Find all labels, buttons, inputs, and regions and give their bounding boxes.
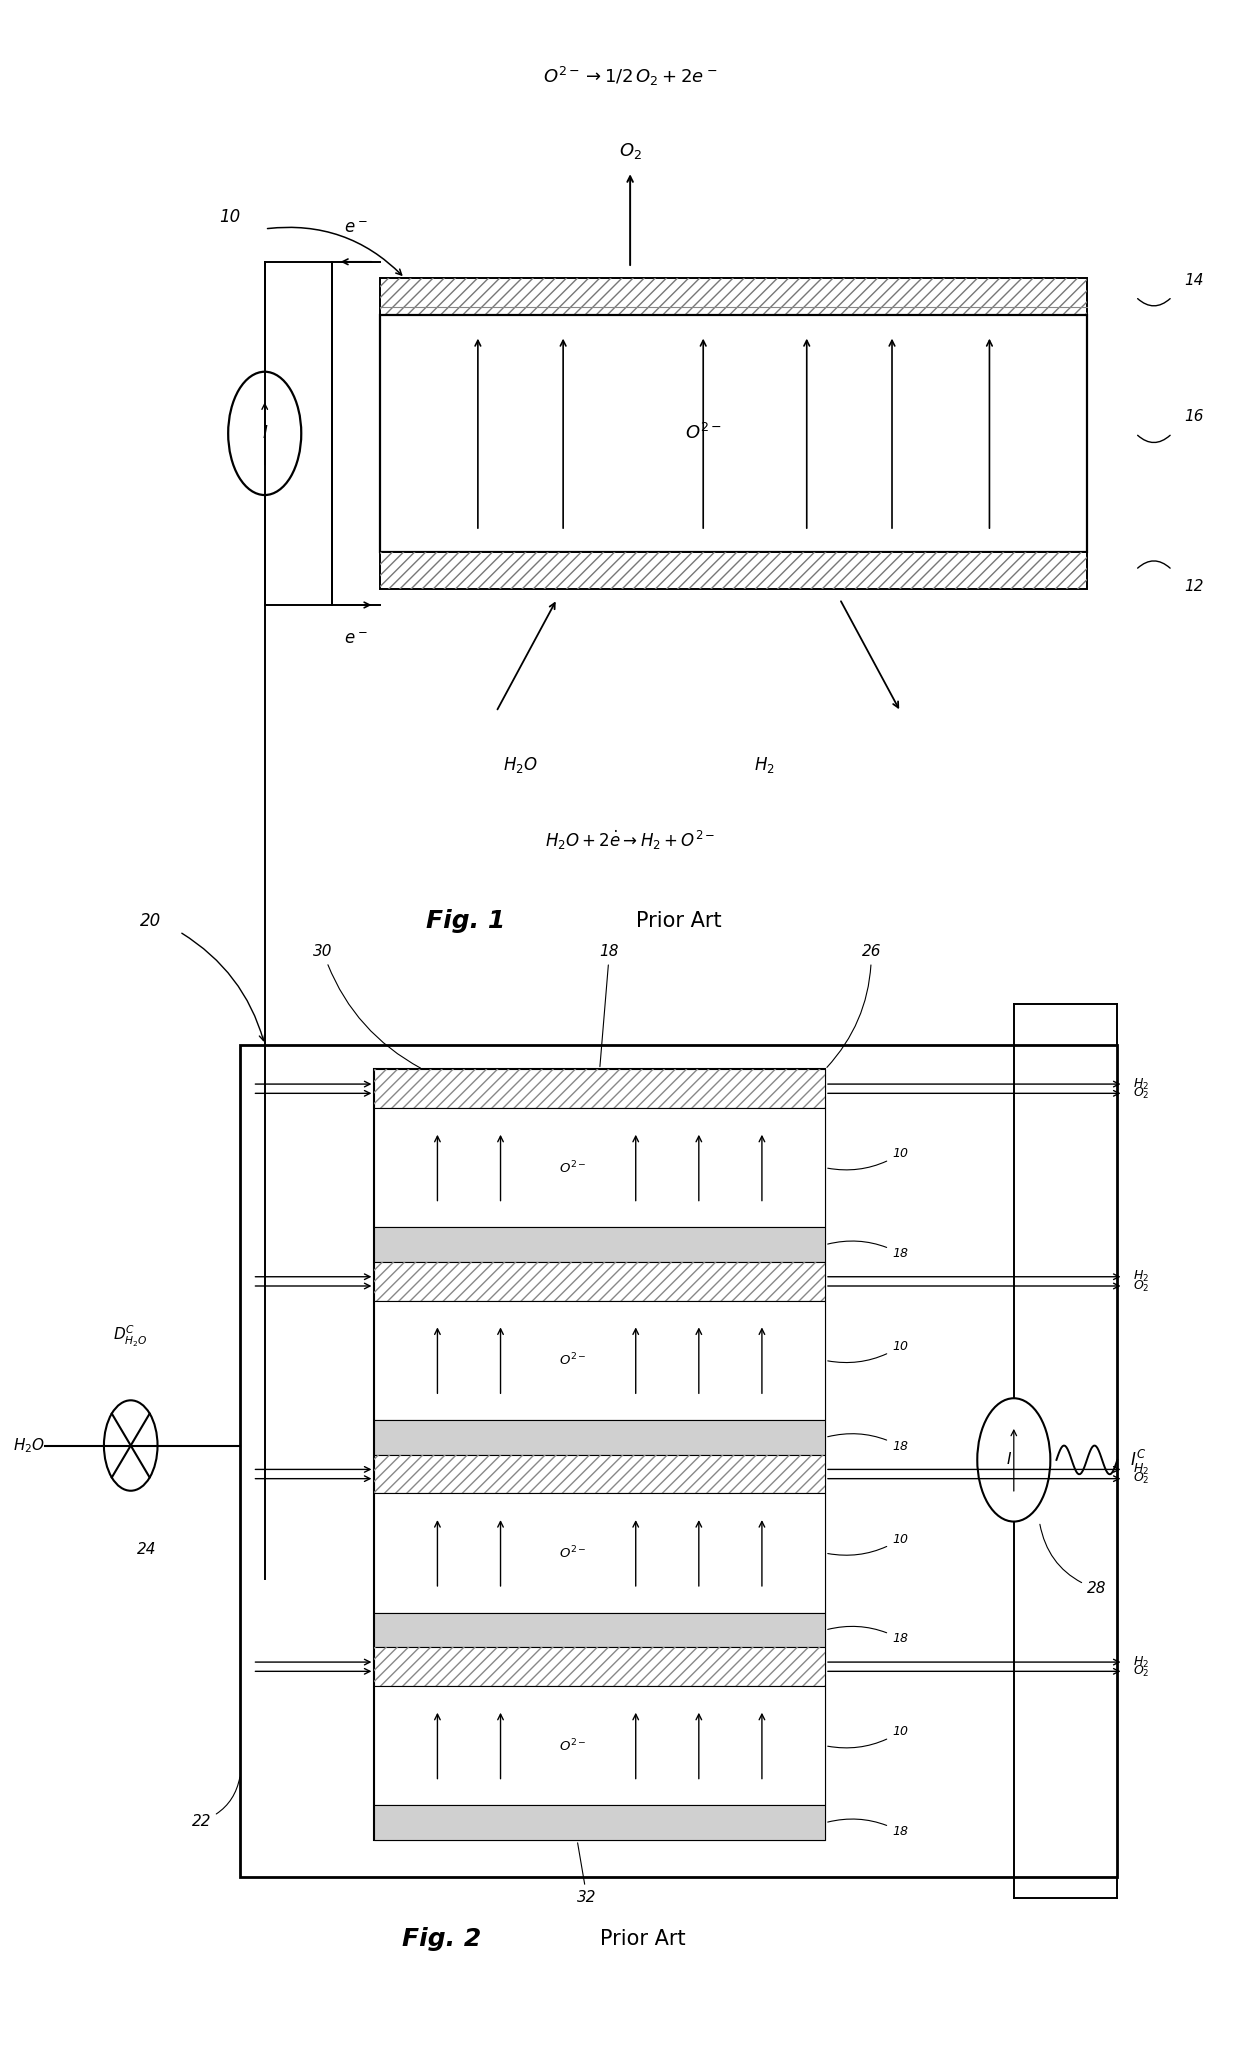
Text: $D^C_{H_2O}$: $D^C_{H_2O}$ <box>113 1324 148 1349</box>
Text: $I^C$: $I^C$ <box>1130 1450 1146 1469</box>
Bar <box>374 1262 825 1301</box>
Text: 20: 20 <box>140 912 161 931</box>
Text: $O_2$: $O_2$ <box>619 141 641 161</box>
Bar <box>374 1301 825 1419</box>
Text: 30: 30 <box>314 943 420 1068</box>
Text: $O^{2-}$: $O^{2-}$ <box>684 424 722 443</box>
Text: $H_2$: $H_2$ <box>1133 1268 1149 1285</box>
Text: $H_2$: $H_2$ <box>754 755 775 776</box>
Text: 28: 28 <box>1040 1525 1106 1597</box>
Text: 10: 10 <box>828 1533 908 1556</box>
Text: 18: 18 <box>828 1241 908 1260</box>
Text: 18: 18 <box>828 1626 908 1645</box>
Bar <box>381 314 1087 552</box>
Text: $O^{2-}$: $O^{2-}$ <box>559 1546 587 1562</box>
Bar <box>374 1070 825 1109</box>
Text: $H_2O$: $H_2O$ <box>14 1436 46 1455</box>
Text: 18: 18 <box>828 1819 908 1837</box>
Bar <box>374 1647 825 1686</box>
Text: $O^{2-}$: $O^{2-}$ <box>559 1159 587 1175</box>
Text: $O^{2-}{\rightarrow}1/2\,O_2+2e^-$: $O^{2-}{\rightarrow}1/2\,O_2+2e^-$ <box>543 66 718 89</box>
Text: $e^-$: $e^-$ <box>345 219 368 238</box>
Text: $O_2$: $O_2$ <box>1133 1663 1149 1678</box>
Text: 24: 24 <box>136 1541 156 1558</box>
Text: 18: 18 <box>600 943 619 1068</box>
Text: $O_2$: $O_2$ <box>1133 1471 1149 1486</box>
Text: 18: 18 <box>828 1434 908 1452</box>
Text: $O_2$: $O_2$ <box>1133 1279 1149 1293</box>
Text: I: I <box>1007 1452 1011 1467</box>
Text: 10: 10 <box>828 1341 908 1363</box>
Bar <box>381 552 1087 588</box>
Text: 32: 32 <box>577 1843 596 1906</box>
Bar <box>374 1227 825 1262</box>
Text: 22: 22 <box>192 1777 239 1829</box>
Bar <box>374 1647 825 1686</box>
Bar <box>374 1806 825 1839</box>
Bar <box>374 1109 825 1227</box>
Text: 10: 10 <box>828 1726 908 1748</box>
Bar <box>374 1455 825 1494</box>
Text: 26: 26 <box>827 943 882 1068</box>
Text: 14: 14 <box>1184 273 1204 288</box>
Text: Fig. 1: Fig. 1 <box>427 910 506 933</box>
Text: Prior Art: Prior Art <box>600 1928 686 1949</box>
Bar <box>374 1419 825 1455</box>
Bar <box>374 1686 825 1806</box>
Text: $H_2$: $H_2$ <box>1133 1076 1149 1092</box>
Text: $O_2$: $O_2$ <box>1133 1086 1149 1101</box>
Bar <box>374 1494 825 1612</box>
Bar <box>381 277 1087 314</box>
Bar <box>241 1045 1117 1877</box>
Text: $H_2$: $H_2$ <box>1133 1463 1149 1477</box>
Text: Prior Art: Prior Art <box>636 912 722 931</box>
Text: $O^{2-}$: $O^{2-}$ <box>559 1738 587 1755</box>
Text: $H_2$: $H_2$ <box>1133 1655 1149 1670</box>
Text: 16: 16 <box>1184 410 1204 424</box>
Bar <box>381 552 1087 588</box>
Bar <box>374 1070 825 1109</box>
Bar <box>374 1070 825 1839</box>
Text: $O^{2-}$: $O^{2-}$ <box>559 1351 587 1370</box>
Bar <box>374 1262 825 1301</box>
Text: 12: 12 <box>1184 579 1204 594</box>
Text: 10: 10 <box>219 207 241 226</box>
Text: Fig. 2: Fig. 2 <box>402 1926 481 1951</box>
Text: $e^-$: $e^-$ <box>345 629 368 648</box>
Bar <box>374 1455 825 1494</box>
Text: $H_2O + 2\dot{e}{\rightarrow}H_2+O^{2-}$: $H_2O + 2\dot{e}{\rightarrow}H_2+O^{2-}$ <box>544 830 715 852</box>
Bar <box>381 277 1087 314</box>
Text: 10: 10 <box>828 1148 908 1169</box>
Text: I: I <box>263 424 267 443</box>
Bar <box>374 1612 825 1647</box>
Text: $H_2O$: $H_2O$ <box>503 755 538 776</box>
